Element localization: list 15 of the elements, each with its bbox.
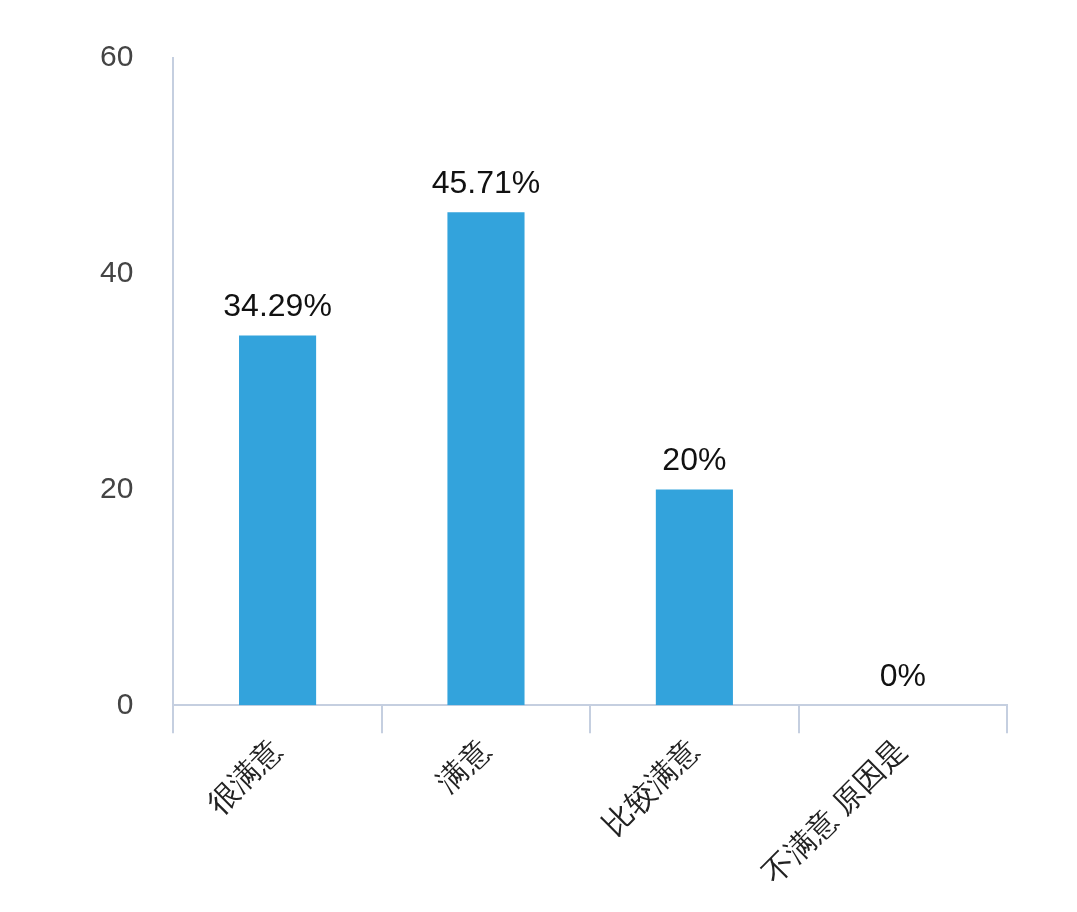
bar bbox=[239, 335, 317, 706]
x-tick-label: 满意 bbox=[430, 732, 497, 799]
x-tick-label: 很满意 bbox=[200, 732, 288, 820]
bar bbox=[655, 489, 733, 706]
x-tick-label: 比较满意 bbox=[596, 732, 705, 842]
y-tick-label: 60 bbox=[99, 39, 134, 73]
data-label: 0% bbox=[879, 657, 926, 694]
y-tick-label: 20 bbox=[99, 470, 134, 504]
y-tick-label: 0 bbox=[116, 686, 134, 720]
data-label: 20% bbox=[662, 441, 727, 478]
bar bbox=[447, 212, 525, 706]
x-tick-label: 不满意 原因是 bbox=[756, 732, 913, 890]
y-tick-label: 40 bbox=[99, 255, 134, 289]
data-label: 45.71% bbox=[431, 164, 541, 201]
data-label: 34.29% bbox=[223, 287, 332, 324]
